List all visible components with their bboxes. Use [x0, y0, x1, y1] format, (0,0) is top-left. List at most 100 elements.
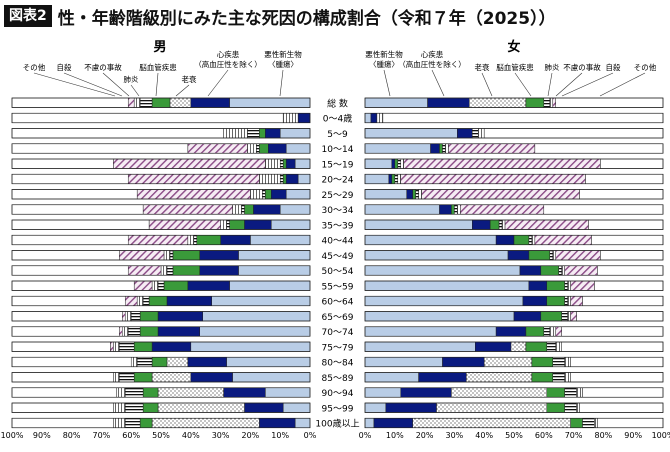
bar-segment	[113, 418, 126, 428]
bar-segment	[525, 341, 548, 352]
bar-outline	[11, 372, 311, 383]
legend-sublabel-male: 〈腫瘍〉	[268, 59, 298, 69]
bar-segment	[139, 418, 153, 428]
bar-segment	[127, 235, 189, 245]
bar-segment	[256, 143, 260, 154]
bar-segment	[570, 418, 583, 428]
bar-segment	[232, 204, 242, 215]
bar-segment	[564, 357, 571, 367]
bar-segment	[285, 174, 299, 184]
axis-tick-label: 100%	[1, 431, 24, 440]
bar-segment	[259, 174, 281, 184]
bar-segment	[483, 357, 533, 367]
bar-outline	[364, 402, 664, 413]
bar-segment	[166, 296, 212, 306]
bar-outline	[11, 356, 311, 368]
legend-label-female: 老衰	[475, 62, 490, 72]
bar-segment	[253, 204, 281, 215]
bar-segment	[190, 97, 230, 108]
legend-leader-line	[383, 69, 391, 97]
bar-segment	[412, 418, 571, 428]
bar-segment	[364, 402, 387, 413]
legend-leader-line	[599, 72, 646, 97]
category-label: 60～64	[322, 298, 354, 308]
legend-label-male: 肺炎	[124, 75, 139, 84]
bar-outline	[364, 158, 664, 169]
bar-segment	[457, 204, 461, 215]
axis-tick-label: 30%	[446, 431, 464, 440]
bar-outline	[364, 341, 664, 352]
bar-segment	[385, 402, 437, 413]
bar-segment	[127, 265, 162, 276]
bar-segment	[591, 235, 664, 245]
legend-leader-line	[561, 72, 614, 97]
bar-segment	[119, 341, 135, 352]
bar-segment	[285, 158, 296, 169]
axis-tick-label: 30%	[212, 431, 230, 440]
bar-segment	[594, 418, 598, 428]
bar-segment	[113, 402, 126, 413]
bar-segment	[199, 250, 239, 261]
bar-segment	[157, 280, 165, 291]
bar-segment	[564, 280, 568, 291]
bar-segment	[495, 326, 527, 337]
bar-segment	[427, 97, 470, 108]
bar-segment	[364, 128, 458, 139]
bar-segment	[259, 418, 296, 428]
bar-segment	[364, 97, 428, 108]
bar-segment	[151, 357, 168, 367]
bar-segment	[376, 113, 384, 123]
bar-segment	[364, 250, 509, 261]
legend-label-male: 悪性新生物	[264, 49, 302, 59]
axis-tick-label: 40%	[182, 431, 200, 440]
bar-segment	[294, 158, 311, 169]
bar-segment	[142, 402, 159, 413]
bar-segment	[119, 326, 123, 337]
bar-segment	[528, 280, 548, 291]
axis-tick-label: 60%	[122, 431, 140, 440]
bar-segment	[594, 280, 664, 291]
bar-segment	[202, 311, 311, 322]
axis-tick-label: 80%	[63, 431, 81, 440]
bar-segment	[364, 372, 419, 383]
bar-segment	[130, 357, 138, 367]
bar-segment	[122, 326, 129, 337]
bar-segment	[157, 326, 200, 337]
bar-segment	[169, 97, 192, 108]
bar-segment	[250, 189, 263, 200]
bar-segment	[597, 418, 664, 428]
bar-segment	[546, 402, 565, 413]
bar-outline	[11, 387, 311, 398]
bar-outline	[11, 189, 311, 200]
bar-segment	[11, 326, 120, 337]
bar-segment	[190, 372, 233, 383]
bar-segment	[540, 265, 559, 276]
bar-outline	[11, 250, 311, 261]
category-label: 45～49	[322, 252, 354, 262]
bar-segment	[166, 265, 174, 276]
bar-segment	[513, 311, 542, 322]
bar-segment	[229, 97, 311, 108]
legend-label-female: その他	[634, 62, 657, 72]
bar-segment	[445, 143, 449, 154]
bar-segment	[472, 219, 491, 230]
bar-outline	[11, 204, 311, 215]
bar-segment	[406, 189, 413, 200]
bar-segment	[451, 204, 455, 215]
bar-segment	[136, 189, 251, 200]
bar-segment	[124, 311, 132, 322]
axis-tick-label: 70%	[93, 431, 111, 440]
bar-segment	[282, 113, 299, 123]
bar-segment	[489, 219, 500, 230]
bar-segment	[501, 219, 506, 230]
bar-segment	[454, 204, 458, 215]
bar-segment	[124, 296, 138, 306]
bar-segment	[223, 128, 248, 139]
bar-segment	[528, 250, 551, 261]
bar-segment	[597, 265, 664, 276]
bar-segment	[285, 143, 311, 154]
legend-label-male: 不慮の事故	[84, 62, 122, 72]
bar-outline	[11, 173, 311, 185]
legend-label-male: その他	[23, 62, 46, 72]
legend-label-female: 悪性新生物	[365, 49, 403, 59]
